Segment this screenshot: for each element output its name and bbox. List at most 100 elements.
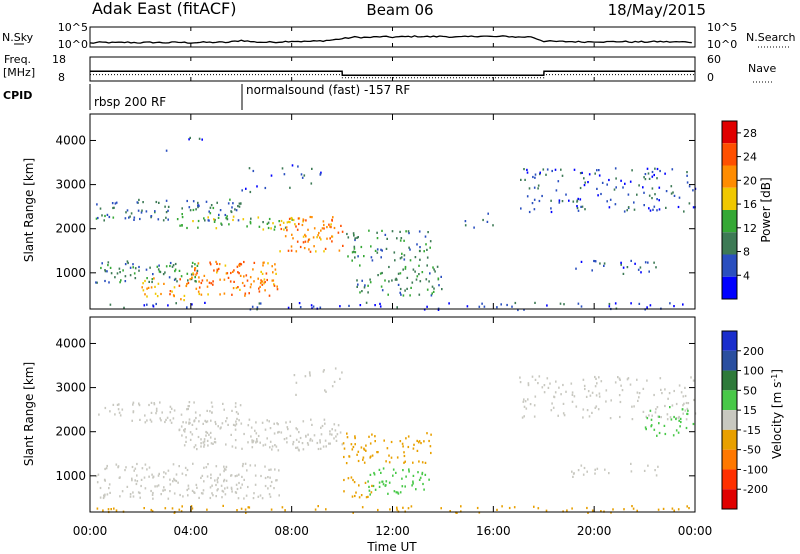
data-cell <box>263 261 265 264</box>
data-cell <box>377 508 379 512</box>
data-cell <box>230 210 232 213</box>
data-cell <box>250 435 252 438</box>
x-tick-label: 12:00 <box>375 524 410 538</box>
data-cell <box>254 483 257 486</box>
data-cell <box>487 212 489 215</box>
data-cell <box>298 431 300 434</box>
data-cell <box>348 304 350 307</box>
data-cell <box>431 285 434 288</box>
data-cell <box>234 208 236 211</box>
data-cell <box>303 174 306 177</box>
data-cell <box>220 484 223 487</box>
data-cell <box>352 250 355 253</box>
nsky-line <box>89 35 692 44</box>
data-cell <box>642 387 645 390</box>
data-cell <box>267 226 270 230</box>
data-cell <box>368 489 371 492</box>
data-cell <box>675 402 678 406</box>
data-cell <box>549 382 551 385</box>
velocity-colorbar-frame <box>721 330 738 510</box>
data-cell <box>412 482 414 485</box>
data-cell <box>596 382 598 385</box>
data-cell <box>358 496 361 499</box>
data-cell <box>319 439 321 442</box>
data-cell <box>169 264 171 268</box>
data-cell <box>620 384 622 387</box>
data-cell <box>270 227 272 230</box>
data-cell <box>643 469 646 472</box>
data-cell <box>351 251 354 254</box>
data-cell <box>693 398 695 402</box>
data-cell <box>428 280 430 283</box>
data-cell <box>643 176 645 179</box>
data-cell <box>215 465 218 468</box>
data-cell <box>575 267 577 270</box>
data-cell <box>236 487 239 491</box>
data-cell <box>656 177 658 180</box>
data-cell <box>240 263 243 266</box>
data-cell <box>562 402 565 405</box>
data-cell <box>335 435 337 438</box>
data-cell <box>534 176 536 179</box>
power-colorbar-tick-label: 12 <box>743 222 757 235</box>
data-cell <box>295 381 298 384</box>
data-cell <box>200 438 202 441</box>
data-cell <box>608 305 611 308</box>
data-cell <box>670 192 673 195</box>
data-cell <box>150 420 153 423</box>
data-cell <box>642 410 645 413</box>
data-cell <box>412 461 414 464</box>
data-cell <box>631 169 633 172</box>
data-cell <box>223 292 226 295</box>
data-cell <box>170 407 173 410</box>
data-cell <box>132 266 134 269</box>
data-cell <box>179 493 181 497</box>
data-cell <box>382 483 385 486</box>
data-cell <box>243 432 245 436</box>
data-cell <box>202 441 205 444</box>
data-cell <box>237 219 240 222</box>
data-cell <box>656 209 658 212</box>
data-cell <box>421 471 424 474</box>
data-cell <box>310 182 313 185</box>
x-tick-label: 16:00 <box>476 524 511 538</box>
data-cell <box>405 230 407 233</box>
data-cell <box>190 278 193 281</box>
data-cell <box>209 212 212 215</box>
data-cell <box>426 264 428 267</box>
data-cell <box>649 209 652 212</box>
data-cell <box>301 223 304 227</box>
data-cell <box>370 245 372 248</box>
data-cell <box>337 231 340 234</box>
data-cell <box>279 223 282 227</box>
data-cell <box>159 417 161 420</box>
data-cell <box>329 433 331 436</box>
data-cell <box>583 384 586 387</box>
data-cell <box>189 209 192 212</box>
y-tick-label: 1000 <box>55 469 86 483</box>
data-cell <box>685 418 688 421</box>
data-cell <box>372 484 375 488</box>
data-cell <box>167 205 170 208</box>
data-cell <box>181 434 183 437</box>
data-cell <box>263 282 265 285</box>
data-cell <box>164 488 166 492</box>
data-cell <box>664 388 666 391</box>
data-cell <box>261 497 264 500</box>
data-cell <box>436 265 439 268</box>
data-cell <box>319 173 322 176</box>
data-cell <box>550 210 553 214</box>
data-cell <box>561 174 564 177</box>
data-cell <box>214 441 217 444</box>
data-cell <box>400 293 402 296</box>
data-cell <box>118 476 121 479</box>
data-cell <box>594 472 596 475</box>
data-cell <box>181 505 183 508</box>
data-cell <box>356 279 358 282</box>
data-cell <box>378 481 381 484</box>
data-cell <box>581 205 584 208</box>
data-cell <box>234 428 237 431</box>
data-cell <box>346 232 348 236</box>
data-cell <box>360 446 363 449</box>
data-cell <box>241 281 244 285</box>
